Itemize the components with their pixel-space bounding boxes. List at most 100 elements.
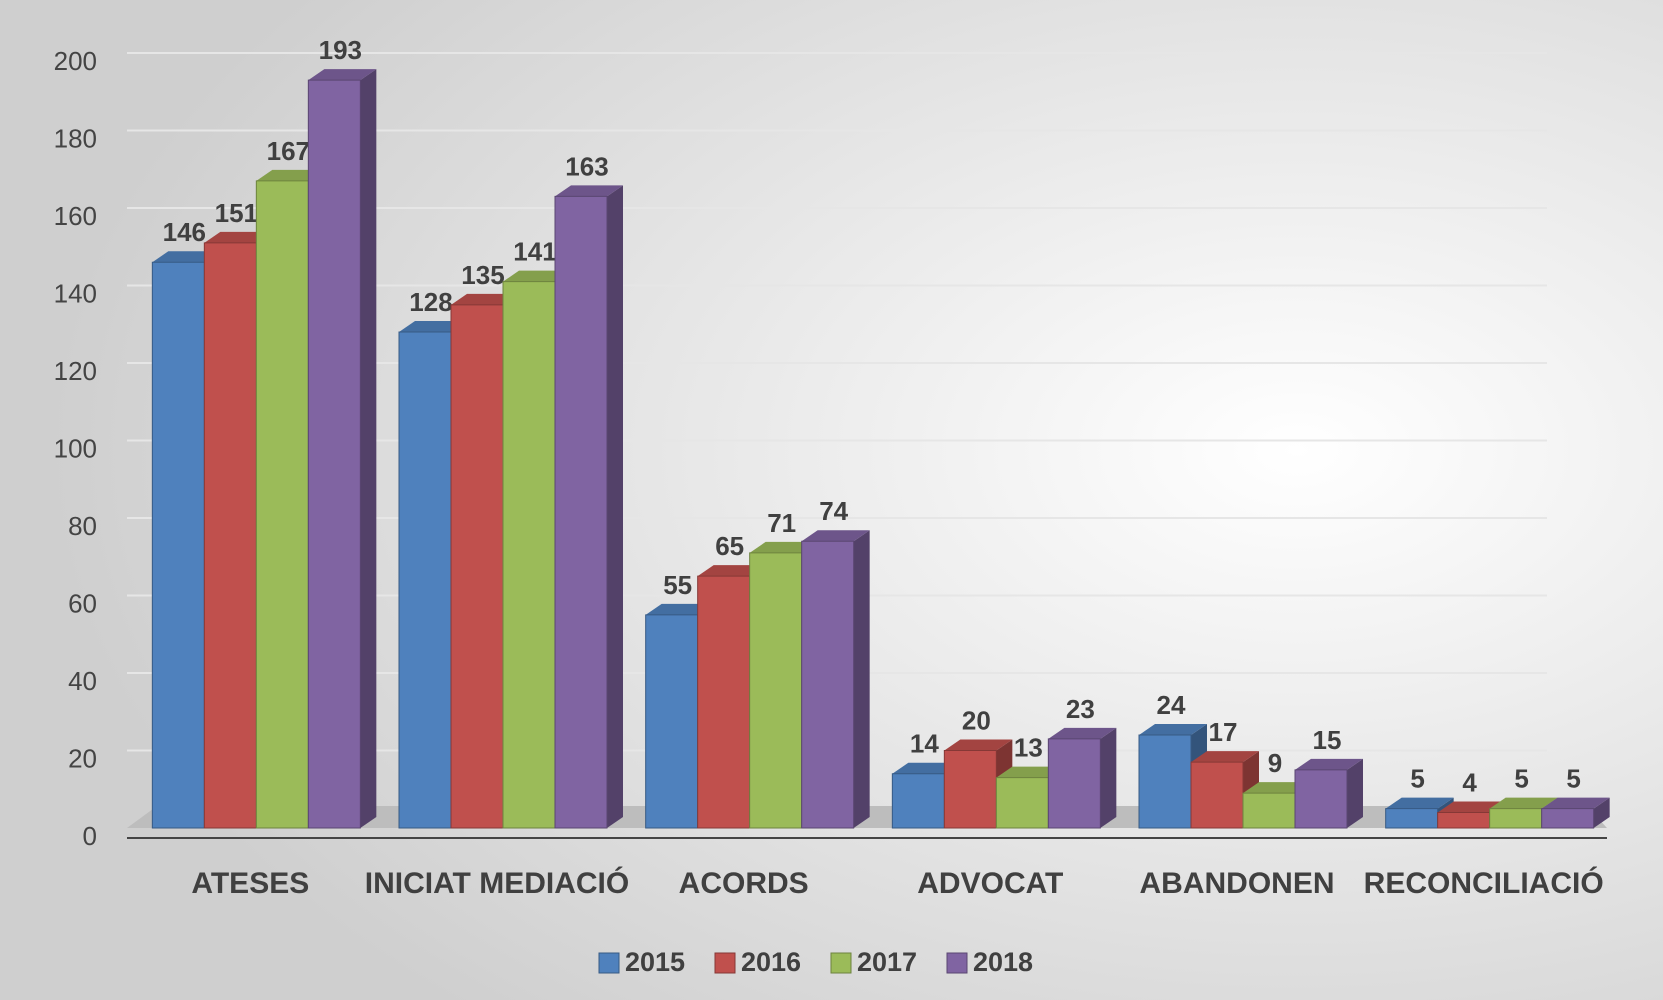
bar-side xyxy=(360,69,377,828)
data-label: 5 xyxy=(1514,764,1528,794)
y-tick-label: 180 xyxy=(54,123,97,153)
bar-side xyxy=(1593,797,1610,828)
bar xyxy=(1294,769,1348,829)
data-label: 151 xyxy=(215,198,258,228)
y-tick-label: 160 xyxy=(54,201,97,231)
bar-top xyxy=(996,766,1065,778)
y-tick-label: 0 xyxy=(83,821,97,851)
bar-top xyxy=(1139,724,1207,735)
data-label: 135 xyxy=(461,260,504,290)
legend-swatch xyxy=(598,952,620,974)
data-label: 167 xyxy=(267,136,310,166)
legend-label: 2018 xyxy=(973,947,1033,977)
data-label: 65 xyxy=(715,531,744,561)
bar-top xyxy=(1541,797,1610,809)
bar-top xyxy=(152,251,221,263)
bar xyxy=(1242,792,1296,829)
bar xyxy=(943,750,997,829)
y-tick-label: 20 xyxy=(68,743,97,773)
bar xyxy=(151,261,205,829)
x-tick-label: INICIAT MEDIACIÓ xyxy=(365,866,629,900)
y-tick-label: 140 xyxy=(54,278,97,308)
bar-top xyxy=(399,321,467,332)
data-label: 17 xyxy=(1209,717,1238,747)
data-label: 5 xyxy=(1566,764,1580,794)
data-label: 14 xyxy=(910,729,939,759)
bar-side xyxy=(1100,727,1117,828)
bar xyxy=(398,331,452,829)
bar xyxy=(203,242,257,829)
data-label: 4 xyxy=(1462,767,1477,797)
y-tick-label: 100 xyxy=(54,433,97,463)
legend-label: 2015 xyxy=(625,947,685,977)
bar xyxy=(891,773,945,829)
bar xyxy=(1541,808,1595,829)
legend-swatch xyxy=(830,952,852,974)
data-label: 15 xyxy=(1313,725,1342,755)
bar xyxy=(1437,812,1491,829)
y-tick-label: 80 xyxy=(68,511,97,541)
y-tick-label: 60 xyxy=(68,588,97,618)
x-tick-label: ATESES xyxy=(191,867,309,900)
bar-top xyxy=(892,762,961,774)
x-tick-label: RECONCILIACIÓ xyxy=(1364,866,1604,900)
legend-swatch xyxy=(714,952,736,974)
bar xyxy=(554,195,608,829)
data-label: 128 xyxy=(409,287,452,317)
data-label: 13 xyxy=(1014,733,1043,763)
data-label: 141 xyxy=(513,237,556,267)
bar xyxy=(697,575,751,829)
x-tick-label: ACORDS xyxy=(679,867,809,900)
data-label: 71 xyxy=(767,508,796,538)
bar-top xyxy=(1243,782,1311,794)
bar-top xyxy=(204,231,273,243)
x-tick-label: ABANDONEN xyxy=(1140,867,1335,900)
bar xyxy=(1190,761,1244,829)
x-tick-label: ADVOCAT xyxy=(917,867,1063,900)
bar-top xyxy=(1489,797,1558,809)
legend-label: 2016 xyxy=(741,947,801,977)
bar-side xyxy=(607,185,623,828)
bar-top xyxy=(697,565,766,577)
data-label: 74 xyxy=(819,496,848,526)
bar-top xyxy=(801,530,870,542)
data-label: 146 xyxy=(163,217,206,247)
y-tick-label: 200 xyxy=(54,46,97,76)
legend-swatch xyxy=(946,952,968,974)
y-tick-label: 40 xyxy=(68,666,97,696)
bar xyxy=(1138,734,1192,829)
bar xyxy=(255,180,309,829)
bar xyxy=(1385,808,1439,829)
bar-top xyxy=(1437,801,1506,813)
bar-top xyxy=(555,185,623,197)
bar xyxy=(1489,808,1543,829)
bar-top xyxy=(944,739,1013,751)
bar-top xyxy=(1385,797,1454,809)
bar xyxy=(801,540,855,829)
y-tick-label: 120 xyxy=(54,356,97,386)
bar-top xyxy=(645,603,714,615)
legend-label: 2017 xyxy=(857,947,917,977)
bar-top xyxy=(256,169,325,181)
data-label: 193 xyxy=(319,35,362,65)
data-label: 9 xyxy=(1268,748,1282,778)
data-label: 5 xyxy=(1410,764,1424,794)
bar xyxy=(307,79,361,829)
bar-side xyxy=(1347,758,1363,828)
bar-top xyxy=(1048,727,1117,739)
data-label: 20 xyxy=(962,705,991,735)
bar-top xyxy=(1191,751,1259,763)
data-label: 24 xyxy=(1157,690,1186,720)
bar xyxy=(450,304,504,829)
bar-top xyxy=(308,69,377,81)
bar xyxy=(645,614,699,829)
bar-top xyxy=(451,293,519,305)
bar-top xyxy=(1295,758,1363,770)
bar-side xyxy=(853,530,870,828)
bar-top xyxy=(749,541,818,553)
data-label: 55 xyxy=(663,570,692,600)
bar xyxy=(749,552,803,829)
bar xyxy=(1047,738,1101,829)
